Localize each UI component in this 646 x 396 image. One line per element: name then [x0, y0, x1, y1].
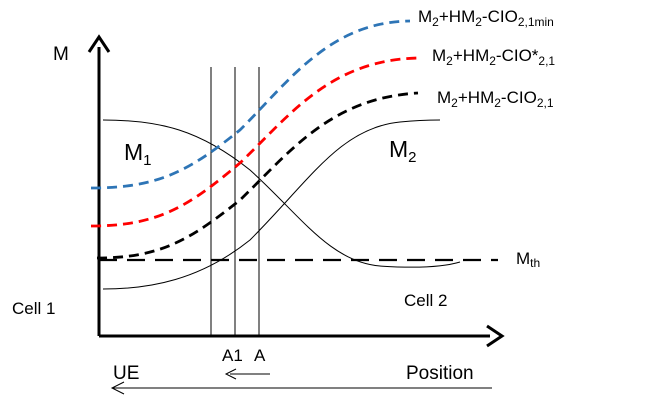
blue-label-part: 2,1min — [518, 15, 554, 29]
red-label-part: 2,1 — [538, 54, 555, 68]
m2-label: M2 — [389, 136, 417, 166]
y-axis-label: M — [53, 44, 69, 65]
red-label-part: 2 — [489, 54, 496, 68]
red-dashed-curve — [90, 56, 419, 228]
cell1-label: Cell 1 — [12, 299, 55, 318]
black-label-part: M — [437, 88, 451, 107]
m2-curve — [102, 119, 441, 290]
black-label-part: -CIO — [501, 88, 537, 107]
red-label-part: 2 — [446, 54, 453, 68]
black-label-part: 2 — [494, 96, 501, 110]
x-axis-arrowhead — [486, 324, 505, 348]
red-label-part: +HM — [453, 46, 489, 65]
blue-dashed-curve — [90, 19, 411, 190]
m1-curve — [102, 119, 461, 268]
black-label-part: 2,1 — [537, 96, 554, 110]
m1-label: M1 — [124, 139, 152, 169]
red-curve-label: M2+HM2-CIO*2,1 — [432, 46, 555, 68]
black-label-part: 2 — [451, 96, 458, 110]
marker-a1-label: A1 — [222, 346, 243, 365]
black-curve-label: M2+HM2-CIO2,1 — [437, 88, 554, 110]
threshold-label: Mth — [516, 249, 540, 270]
blue-label-part: M — [418, 7, 432, 26]
cell2-label: Cell 2 — [404, 291, 447, 310]
blue-label-part: 2 — [432, 15, 439, 29]
ue-label: UE — [113, 363, 139, 384]
blue-label-part: +HM — [439, 7, 475, 26]
black-label-part: +HM — [458, 88, 494, 107]
black-dashed-curve — [96, 91, 419, 260]
blue-label-part: 2 — [475, 15, 482, 29]
red-label-part: -CIO* — [496, 46, 539, 65]
x-axis-label: Position — [406, 363, 474, 384]
red-label-part: M — [432, 46, 446, 65]
marker-a-label: A — [254, 346, 266, 365]
ue-movement-arrowhead — [110, 381, 125, 395]
blue-curve-label: M2+HM2-CIO2,1min — [418, 7, 554, 29]
y-axis-arrowhead — [87, 34, 111, 53]
blue-label-part: -CIO — [482, 7, 518, 26]
small-direction-arrowhead — [224, 368, 237, 380]
